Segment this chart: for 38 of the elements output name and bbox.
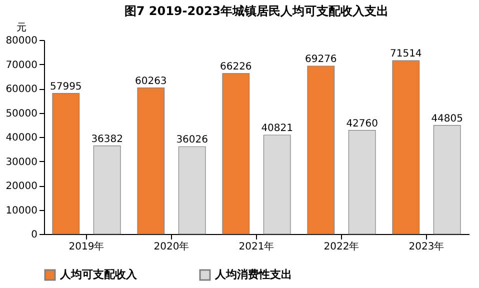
x-tick-label: 2022年: [324, 240, 360, 252]
bar: [348, 130, 376, 234]
data-label: 57995: [50, 81, 82, 92]
y-tick-label: 80000: [6, 36, 38, 46]
y-tick-label: 0: [31, 230, 38, 240]
bar: [392, 60, 420, 234]
data-label: 60263: [134, 76, 167, 87]
y-tick-label: 50000: [6, 108, 38, 120]
y-tick-label: 20000: [6, 181, 38, 192]
data-label: 36382: [91, 134, 124, 145]
y-tick-label: 60000: [6, 84, 38, 95]
bar: [93, 145, 121, 234]
data-label: 66226: [220, 61, 252, 72]
legend-label: 人均消费性支出: [214, 268, 292, 281]
bar: [222, 73, 250, 234]
y-tick-label: 10000: [6, 205, 38, 216]
data-label: 44805: [431, 113, 464, 124]
bar: [307, 66, 335, 234]
x-tick-label: 2023年: [408, 240, 444, 252]
y-tick-label: 40000: [6, 132, 38, 144]
legend-label: 人均可支配收入: [59, 268, 138, 281]
chart-title: 图7 2019-2023年城镇居民人均可支配收入支出: [124, 4, 389, 18]
x-tick-label: 2021年: [238, 240, 274, 252]
data-label: 42760: [346, 118, 378, 130]
y-tick-label: 30000: [6, 156, 38, 168]
x-tick-label: 2020年: [154, 240, 190, 252]
y-tick-label: 70000: [6, 60, 38, 71]
bar: [263, 134, 291, 234]
x-tick-label: 2019年: [68, 240, 104, 252]
data-label: 40821: [261, 123, 294, 134]
data-label: 71514: [390, 48, 422, 60]
y-axis-title: 元: [16, 22, 26, 34]
data-label: 36026: [176, 134, 208, 146]
bar: [433, 125, 461, 234]
data-label: 69276: [304, 54, 337, 66]
bar: [178, 146, 206, 234]
bar: [137, 88, 165, 234]
bar: [52, 93, 80, 234]
